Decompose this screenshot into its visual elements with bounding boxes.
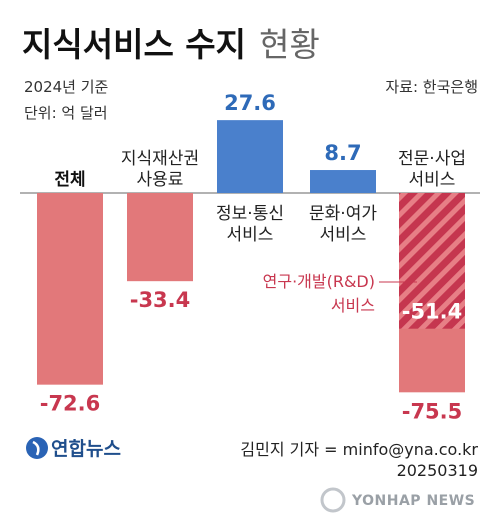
rd-name-label-1: 서비스 <box>331 296 375 315</box>
logo-text: 연합뉴스 <box>51 438 121 460</box>
category-label-3-0: 문화·여가 <box>309 204 377 224</box>
credit-text: 김민지 기자 = minfo@yna.co.kr <box>240 440 478 459</box>
bar-1 <box>127 193 193 282</box>
yonhap-logo-icon-mark <box>32 440 40 456</box>
svg-text:지식서비스 수지 현황: 지식서비스 수지 현황 <box>22 25 320 64</box>
rd-sub-bar <box>399 193 465 329</box>
chart-title: 지식서비스 수지 <box>22 25 246 64</box>
chart-subtitle: 현황 <box>259 25 320 64</box>
category-label-3-1: 서비스 <box>320 225 367 245</box>
bars-group <box>37 120 465 393</box>
bar-2 <box>217 120 283 193</box>
category-label-1-0: 지식재산권 <box>121 149 199 169</box>
watermark-text: YONHAP NEWS <box>351 493 475 509</box>
value-label-2: 27.6 <box>224 91 276 115</box>
date-text: 20250319 <box>397 461 478 480</box>
unit-label: 단위: 억 달러 <box>24 104 108 122</box>
rd-name-label-0: 연구·개발(R&D) <box>263 272 375 291</box>
bar-3 <box>310 170 376 193</box>
category-label-4-0: 전문·사업 <box>398 149 466 169</box>
category-label-0-0: 전체 <box>54 170 85 190</box>
labels-group: -72.6전체-33.4지식재산권사용료27.6정보·통신서비스8.7문화·여가… <box>40 91 466 423</box>
year-label: 2024년 기준 <box>24 78 109 96</box>
value-label-1: -33.4 <box>130 288 191 312</box>
bar-0 <box>37 193 103 385</box>
watermark: YONHAP NEWS <box>320 487 475 513</box>
rd-value-label: -51.4 <box>402 300 463 324</box>
watermark-icon <box>320 487 346 513</box>
category-label-1-1: 사용료 <box>137 170 184 190</box>
yonhap-logo: 연합뉴스 <box>26 437 121 460</box>
category-label-2-0: 정보·통신 <box>216 204 284 224</box>
category-label-4-1: 서비스 <box>409 170 456 190</box>
value-label-3: 8.7 <box>324 141 361 165</box>
value-label-0: -72.6 <box>40 392 101 416</box>
category-label-2-1: 서비스 <box>227 225 274 245</box>
source-label: 자료: 한국은행 <box>385 78 478 96</box>
value-label-4: -75.5 <box>402 399 463 423</box>
